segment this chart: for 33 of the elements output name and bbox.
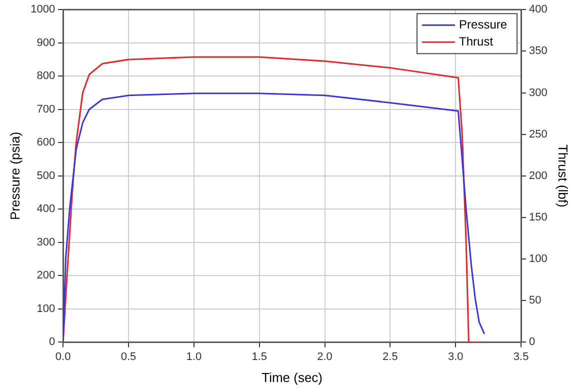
y2-tick-label: 250	[529, 128, 548, 140]
y-tick-label: 0	[48, 336, 56, 348]
y-tick-label: 600	[36, 136, 56, 149]
y-tick-label: 200	[36, 270, 56, 282]
y2-tick-label: 150	[529, 212, 548, 224]
y-axis-title: Pressure (psia)	[7, 132, 22, 220]
x-tick-label: 3.0	[448, 350, 464, 363]
y2-tick-label: 0	[529, 336, 536, 348]
y-tick-label: 300	[36, 236, 56, 248]
legend-label: Pressure	[459, 17, 508, 32]
y-tick-label: 500	[36, 170, 56, 182]
y-tick-label: 100	[36, 302, 56, 315]
x-tick-label: 2.0	[317, 350, 332, 363]
y2-tick-label: 100	[529, 253, 548, 266]
x-axis-title: Time (sec)	[262, 370, 323, 385]
y2-axis-title: Thrust (lbf)	[556, 144, 571, 208]
x-tick-label: 0.5	[120, 350, 136, 363]
y-tick-label: 1000	[30, 4, 56, 16]
x-tick-label: 3.5	[513, 350, 529, 363]
y2-tick-label: 50	[529, 294, 542, 307]
legend-label: Thrust	[459, 34, 494, 48]
y2-tick-label: 400	[529, 4, 548, 16]
y2-tick-label: 200	[529, 170, 548, 182]
y2-tick-label: 350	[529, 45, 548, 58]
x-tick-label: 1.5	[252, 350, 267, 363]
y-tick-label: 700	[36, 103, 56, 116]
x-tick-label: 2.5	[382, 350, 398, 363]
y-tick-label: 400	[36, 203, 56, 216]
y-tick-label: 900	[36, 36, 56, 49]
y2-tick-label: 300	[529, 86, 548, 99]
x-tick-label: 1.0	[186, 350, 202, 363]
x-tick-label: 0.0	[55, 350, 71, 363]
y-tick-label: 800	[36, 70, 56, 82]
